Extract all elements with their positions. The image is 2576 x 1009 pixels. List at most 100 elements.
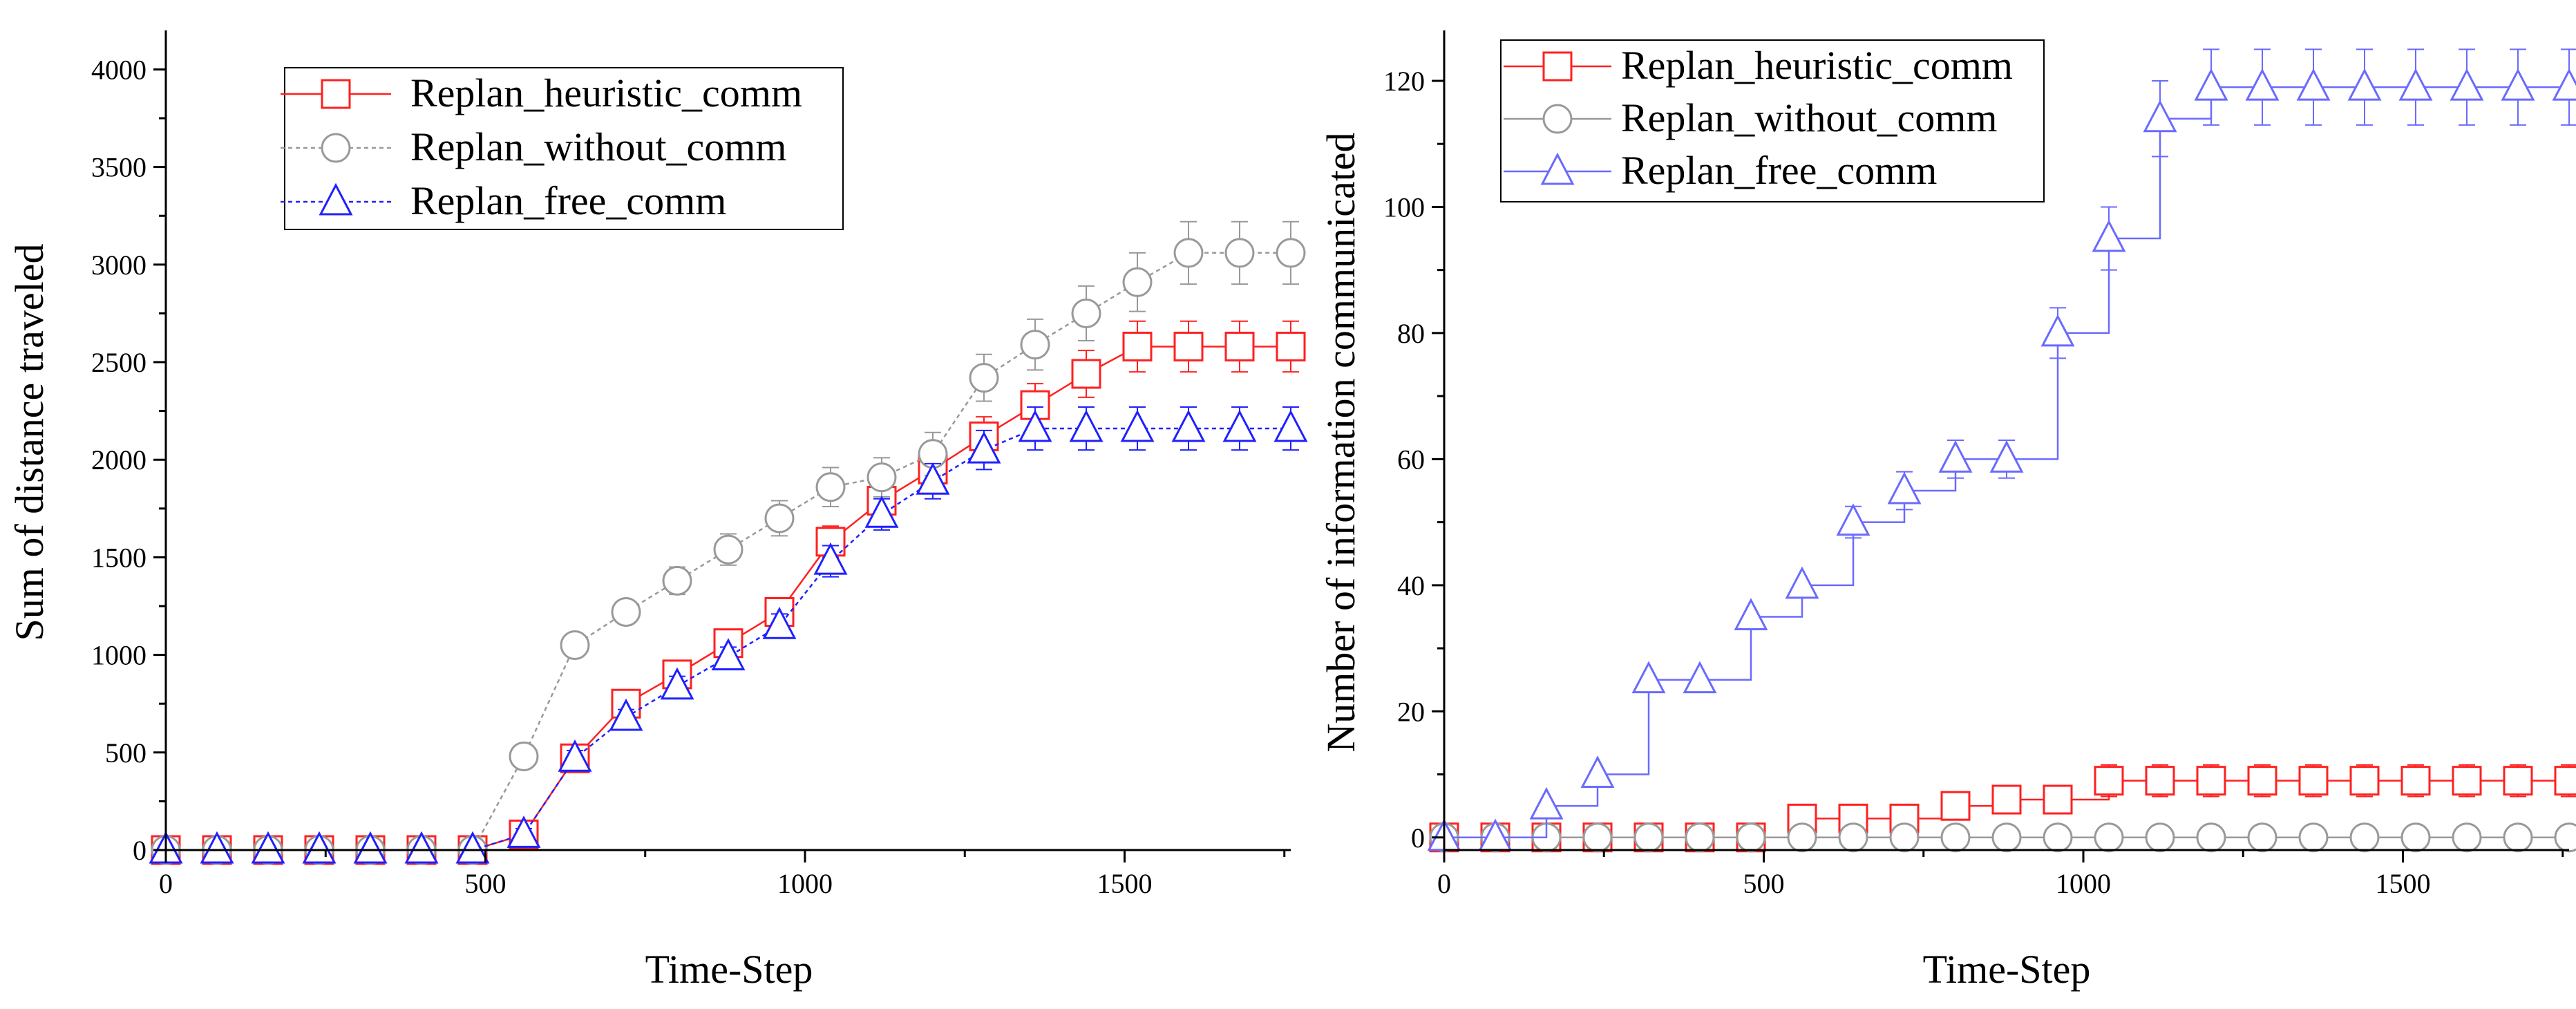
y-tick-label: 60 bbox=[1397, 444, 1425, 475]
y-tick-label: 2500 bbox=[91, 347, 146, 378]
data-point bbox=[1224, 238, 1255, 268]
data-point bbox=[2196, 822, 2226, 853]
data-point bbox=[2094, 822, 2124, 853]
legend: Replan_heuristic_comm Replan_without_com… bbox=[281, 67, 844, 230]
x-axis-label: Time-Step bbox=[645, 947, 813, 992]
series-Replan_without_comm bbox=[1429, 822, 2576, 853]
data-point bbox=[2040, 314, 2075, 347]
data-point bbox=[1787, 822, 1817, 853]
data-point bbox=[969, 363, 999, 393]
data-point bbox=[2347, 68, 2382, 101]
data-point bbox=[1991, 822, 2022, 853]
data-point bbox=[2298, 766, 2329, 796]
x-tick-label: 500 bbox=[465, 868, 506, 899]
data-point bbox=[2400, 822, 2431, 853]
data-point bbox=[1018, 409, 1052, 442]
data-point bbox=[2349, 766, 2380, 796]
y-tick-label: 120 bbox=[1383, 66, 1425, 97]
data-point bbox=[2247, 822, 2277, 853]
data-point bbox=[2400, 766, 2431, 796]
legend-label-heuristic: Replan_heuristic_comm bbox=[410, 70, 802, 115]
data-point bbox=[713, 534, 744, 565]
legend-marker bbox=[321, 79, 351, 109]
y-tick-label: 1500 bbox=[91, 542, 146, 573]
data-point bbox=[2450, 68, 2484, 101]
data-point bbox=[1224, 331, 1255, 361]
data-point bbox=[1020, 330, 1050, 360]
data-point bbox=[1887, 471, 1922, 504]
data-point bbox=[2298, 822, 2329, 853]
data-point bbox=[2503, 822, 2533, 853]
legend-label-without: Replan_without_comm bbox=[410, 124, 787, 169]
legend-marker bbox=[1540, 152, 1575, 185]
data-point bbox=[353, 831, 388, 864]
x-tick-label: 0 bbox=[159, 868, 173, 899]
data-point bbox=[2398, 68, 2433, 101]
data-point bbox=[2501, 68, 2535, 101]
data-point bbox=[1120, 409, 1155, 442]
data-point bbox=[1631, 661, 1666, 694]
data-point bbox=[509, 741, 539, 771]
x-tick-label: 0 bbox=[1437, 868, 1451, 899]
data-point bbox=[1633, 822, 1664, 853]
y-tick-label: 3000 bbox=[91, 249, 146, 281]
data-point bbox=[2552, 68, 2576, 101]
data-point bbox=[1582, 822, 1613, 853]
data-point bbox=[1071, 359, 1101, 389]
data-point bbox=[2145, 766, 2175, 796]
x-axis-label: Time-Step bbox=[1923, 947, 2091, 992]
data-point bbox=[1836, 503, 1871, 536]
data-point bbox=[1173, 331, 1204, 361]
data-point bbox=[2143, 100, 2177, 133]
data-point bbox=[1736, 822, 1766, 853]
data-point bbox=[1171, 409, 1206, 442]
data-point bbox=[2043, 784, 2073, 815]
series-line bbox=[166, 346, 1291, 851]
data-point bbox=[2245, 68, 2280, 101]
legend-label-heuristic: Replan_heuristic_comm bbox=[1621, 43, 2013, 88]
data-point bbox=[866, 462, 897, 493]
data-point bbox=[1683, 661, 1717, 694]
legend-label-free: Replan_free_comm bbox=[410, 178, 726, 223]
x-tick-label: 500 bbox=[1743, 868, 1785, 899]
data-point bbox=[1122, 267, 1153, 297]
data-point bbox=[560, 630, 590, 660]
y-tick-label: 500 bbox=[105, 737, 146, 768]
y-tick-label: 40 bbox=[1397, 570, 1425, 601]
data-point bbox=[864, 496, 899, 528]
data-point bbox=[660, 667, 694, 700]
data-point bbox=[1940, 822, 1971, 853]
data-point bbox=[2194, 68, 2228, 101]
data-point bbox=[2145, 822, 2175, 853]
data-point bbox=[2554, 766, 2576, 796]
chart-distance-traveled: 0 500 1000 1500 0 500 1000 1500 2000 2500 3000 3500… bbox=[7, 30, 1308, 992]
data-point bbox=[2452, 822, 2482, 853]
y-tick-label: 4000 bbox=[91, 54, 146, 85]
x-tick-label: 1500 bbox=[2376, 868, 2431, 899]
data-point bbox=[1071, 298, 1101, 328]
x-tick-label: 1000 bbox=[2056, 868, 2111, 899]
data-point bbox=[1529, 786, 1564, 820]
y-tick-label: 20 bbox=[1397, 696, 1425, 727]
data-point bbox=[1940, 791, 1971, 821]
data-point bbox=[1991, 784, 2022, 815]
data-point bbox=[2554, 822, 2576, 853]
data-point bbox=[2296, 68, 2331, 101]
data-point bbox=[662, 565, 692, 596]
data-point bbox=[1069, 409, 1104, 442]
y-tick-label: 0 bbox=[1411, 822, 1425, 854]
data-point bbox=[558, 739, 592, 772]
data-point bbox=[200, 831, 234, 864]
y-axis-label: Sum of distance traveled bbox=[7, 244, 52, 641]
data-point bbox=[762, 607, 797, 639]
data-point bbox=[1276, 331, 1306, 361]
legend-marker bbox=[319, 182, 353, 216]
data-point bbox=[1785, 566, 1819, 599]
data-point bbox=[1889, 822, 1920, 853]
data-point bbox=[1580, 755, 1615, 789]
data-point bbox=[2092, 219, 2126, 252]
series-Replan_heuristic_comm bbox=[151, 320, 1306, 865]
data-point bbox=[1938, 440, 1973, 473]
series-Replan_without_comm bbox=[151, 220, 1306, 865]
